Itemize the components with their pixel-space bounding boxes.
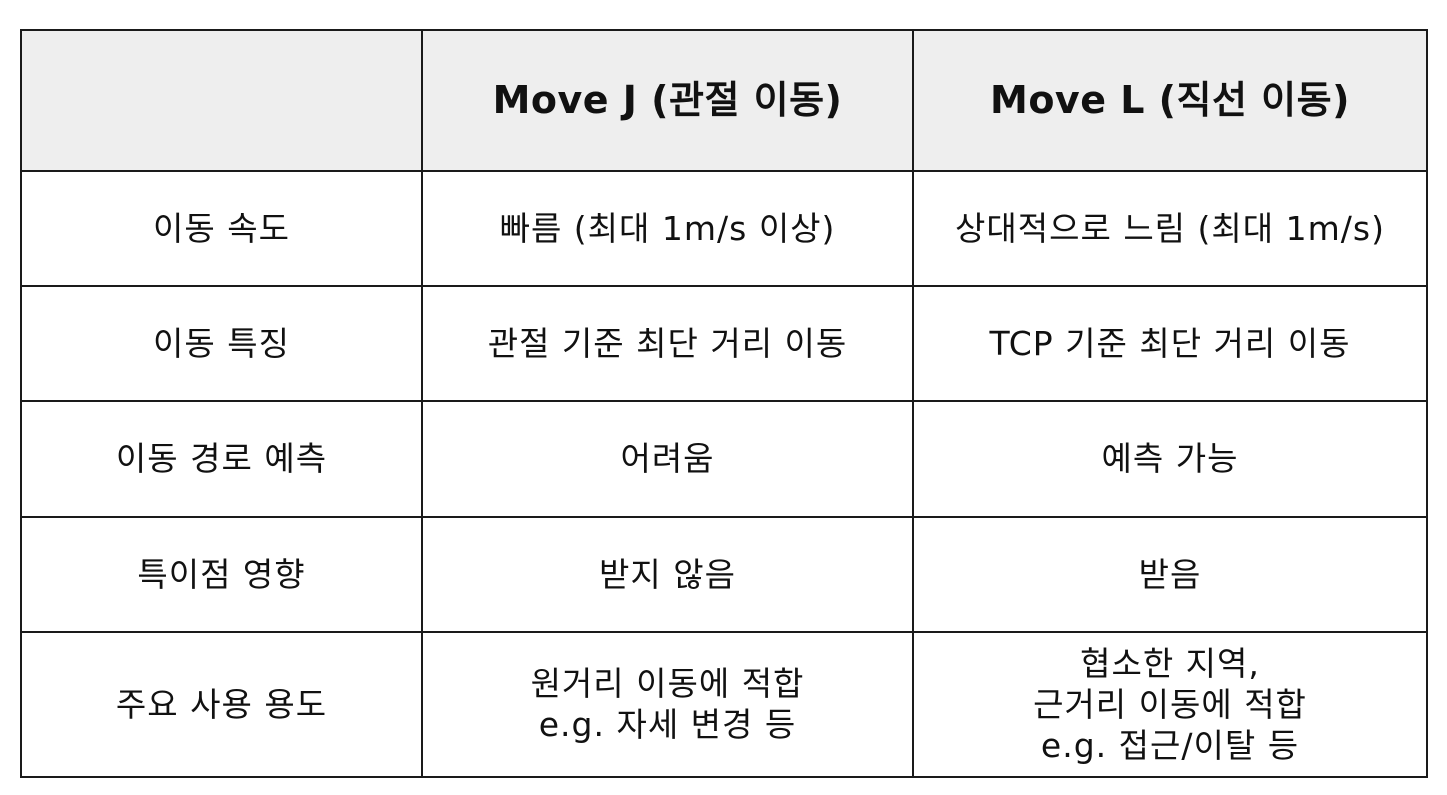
move-l-cell: TCP 기준 최단 거리 이동 bbox=[912, 285, 1428, 403]
table-row: 이동 특징 관절 기준 최단 거리 이동 TCP 기준 최단 거리 이동 bbox=[20, 285, 1428, 403]
header-move-l: Move L (직선 이동) bbox=[912, 29, 1428, 172]
header-empty-cell bbox=[20, 29, 423, 172]
cell-line: 상대적으로 느림 (최대 1m/s) bbox=[955, 208, 1385, 248]
cell-line: 관절 기준 최단 거리 이동 bbox=[487, 324, 848, 364]
cell-line: 원거리 이동에 적합 bbox=[530, 664, 805, 704]
cell-line: TCP 기준 최단 거리 이동 bbox=[989, 324, 1351, 364]
row-label: 이동 속도 bbox=[20, 169, 423, 288]
move-j-cell: 어려움 bbox=[421, 400, 914, 518]
comparison-table-container: Move J (관절 이동) Move L (직선 이동) 이동 속도 빠름 (… bbox=[20, 29, 1428, 779]
cell-line: 근거리 이동에 적합 bbox=[1033, 684, 1307, 724]
move-j-cell: 원거리 이동에 적합 e.g. 자세 변경 등 bbox=[421, 630, 914, 779]
table-row: 특이점 영향 받지 않음 받음 bbox=[20, 515, 1428, 633]
move-j-cell: 빠름 (최대 1m/s 이상) bbox=[421, 169, 914, 288]
header-row: Move J (관절 이동) Move L (직선 이동) bbox=[20, 29, 1428, 172]
row-label: 특이점 영향 bbox=[20, 515, 423, 633]
cell-line: 어려움 bbox=[620, 439, 715, 479]
move-l-cell: 협소한 지역, 근거리 이동에 적합 e.g. 접근/이탈 등 bbox=[912, 630, 1428, 779]
move-j-cell: 관절 기준 최단 거리 이동 bbox=[421, 285, 914, 403]
move-l-cell: 받음 bbox=[912, 515, 1428, 633]
cell-line: 받음 bbox=[1138, 554, 1202, 594]
cell-line: e.g. 자세 변경 등 bbox=[538, 705, 797, 745]
move-j-cell: 받지 않음 bbox=[421, 515, 914, 633]
table-row: 주요 사용 용도 원거리 이동에 적합 e.g. 자세 변경 등 협소한 지역,… bbox=[20, 630, 1428, 779]
cell-line: 빠름 (최대 1m/s 이상) bbox=[499, 208, 836, 248]
row-label: 주요 사용 용도 bbox=[20, 630, 423, 779]
cell-line: 협소한 지역, bbox=[1080, 643, 1260, 683]
move-l-cell: 상대적으로 느림 (최대 1m/s) bbox=[912, 169, 1428, 288]
move-l-cell: 예측 가능 bbox=[912, 400, 1428, 518]
row-label: 이동 경로 예측 bbox=[20, 400, 423, 518]
row-label: 이동 특징 bbox=[20, 285, 423, 403]
cell-line: 받지 않음 bbox=[599, 554, 736, 594]
cell-line: e.g. 접근/이탈 등 bbox=[1040, 726, 1300, 765]
table-row: 이동 속도 빠름 (최대 1m/s 이상) 상대적으로 느림 (최대 1m/s) bbox=[20, 169, 1428, 288]
cell-line: 예측 가능 bbox=[1101, 439, 1239, 479]
header-move-j: Move J (관절 이동) bbox=[421, 29, 914, 172]
table-row: 이동 경로 예측 어려움 예측 가능 bbox=[20, 400, 1428, 518]
move-comparison-table: Move J (관절 이동) Move L (직선 이동) 이동 속도 빠름 (… bbox=[20, 29, 1428, 779]
